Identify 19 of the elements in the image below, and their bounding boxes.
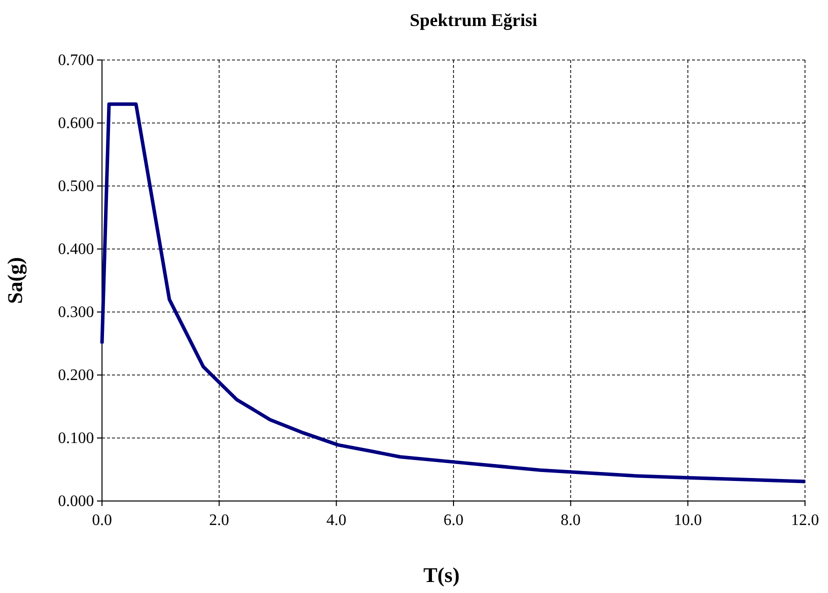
x-axis-title: T(s) [423, 563, 460, 587]
y-tick-label: 0.700 [58, 52, 94, 70]
y-tick-label: 0.100 [58, 430, 94, 448]
y-tick-label: 0.600 [58, 115, 94, 132]
x-tick-label: 6.0 [444, 512, 464, 529]
x-tick-label: 8.0 [560, 512, 581, 529]
x-tick-label: 10.0 [674, 512, 702, 529]
y-axis-title: Sa(g) [3, 257, 27, 304]
x-tick-label: 12.0 [791, 512, 819, 529]
chart-title: Spektrum Eğrisi [410, 10, 538, 30]
y-tick-label: 0.400 [58, 241, 94, 258]
x-tick-label: 0.0 [92, 512, 112, 529]
y-tick-label: 0.000 [58, 493, 94, 510]
x-tick-label: 2.0 [209, 512, 230, 529]
line-series [100, 102, 807, 484]
y-tick-label: 0.500 [58, 178, 94, 196]
x-tick-label: 4.0 [326, 512, 346, 529]
y-tick-label: 0.300 [58, 304, 94, 322]
y-tick-label: 0.200 [58, 367, 94, 384]
